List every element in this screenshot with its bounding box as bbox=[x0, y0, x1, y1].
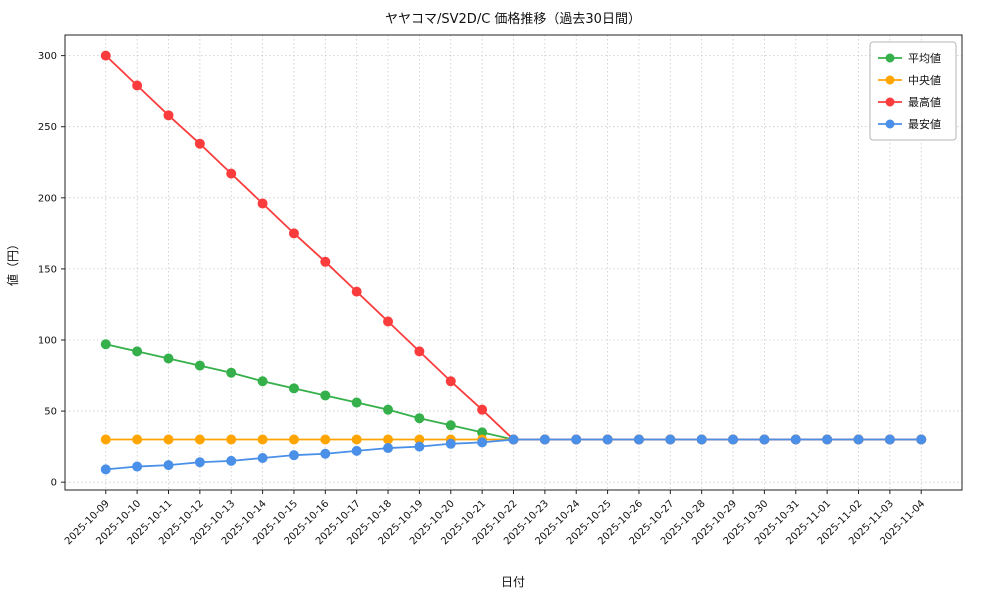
legend-marker bbox=[885, 53, 895, 63]
legend-marker bbox=[885, 119, 895, 129]
data-point bbox=[916, 434, 927, 445]
data-point bbox=[790, 434, 801, 445]
data-point bbox=[226, 367, 237, 378]
data-point bbox=[445, 438, 456, 449]
data-point bbox=[383, 434, 394, 445]
data-point bbox=[414, 346, 425, 357]
data-point bbox=[351, 397, 362, 408]
grid bbox=[65, 35, 962, 490]
legend-marker bbox=[885, 75, 895, 85]
series-最安値 bbox=[100, 434, 927, 475]
data-point bbox=[100, 339, 111, 350]
data-point bbox=[163, 353, 174, 364]
data-point bbox=[320, 448, 331, 459]
legend-label: 中央値 bbox=[908, 74, 941, 87]
data-point bbox=[100, 464, 111, 475]
data-point bbox=[383, 404, 394, 415]
data-point bbox=[853, 434, 864, 445]
data-point bbox=[477, 437, 488, 448]
data-point bbox=[163, 110, 174, 121]
data-point bbox=[163, 434, 174, 445]
y-tick-label: 0 bbox=[51, 478, 57, 489]
data-point bbox=[351, 286, 362, 297]
legend-label: 最安値 bbox=[908, 117, 941, 131]
y-tick-label: 150 bbox=[38, 264, 57, 275]
data-point bbox=[288, 228, 299, 239]
legend-box bbox=[869, 41, 957, 141]
data-point bbox=[383, 443, 394, 454]
data-point bbox=[759, 434, 770, 445]
data-point bbox=[288, 434, 299, 445]
data-point bbox=[822, 434, 833, 445]
data-point bbox=[132, 434, 143, 445]
data-point bbox=[445, 376, 456, 387]
data-point bbox=[320, 390, 331, 401]
data-point bbox=[132, 346, 143, 357]
data-point bbox=[226, 434, 237, 445]
data-point bbox=[288, 450, 299, 461]
chart-title: ヤヤコマ/SV2D/C 価格推移（過去30日間） bbox=[385, 11, 641, 27]
data-point bbox=[539, 434, 550, 445]
data-point bbox=[477, 404, 488, 415]
data-point bbox=[100, 50, 111, 61]
data-point bbox=[320, 434, 331, 445]
data-point bbox=[132, 80, 143, 91]
legend-label: 最高値 bbox=[908, 95, 941, 109]
data-point bbox=[257, 376, 268, 387]
data-point bbox=[571, 434, 582, 445]
data-point bbox=[257, 434, 268, 445]
data-point bbox=[383, 316, 394, 327]
data-point bbox=[226, 168, 237, 179]
data-point bbox=[696, 434, 707, 445]
x-axis-label: 日付 bbox=[501, 575, 525, 589]
legend-item: 平均値 bbox=[878, 52, 941, 65]
data-point bbox=[351, 434, 362, 445]
data-point bbox=[257, 198, 268, 209]
data-point bbox=[194, 138, 205, 149]
data-point bbox=[508, 434, 519, 445]
series-layer bbox=[100, 50, 927, 475]
data-point bbox=[163, 460, 174, 471]
data-point bbox=[288, 383, 299, 394]
data-point bbox=[351, 445, 362, 456]
data-point bbox=[414, 413, 425, 424]
data-point bbox=[132, 461, 143, 472]
data-point bbox=[100, 434, 111, 445]
legend-marker bbox=[885, 97, 895, 107]
data-point bbox=[194, 434, 205, 445]
data-point bbox=[633, 434, 644, 445]
y-tick-label: 100 bbox=[38, 335, 57, 346]
data-point bbox=[194, 360, 205, 371]
data-point bbox=[728, 434, 739, 445]
y-axis-label: 値（円） bbox=[5, 238, 20, 286]
y-tick-label: 250 bbox=[38, 122, 57, 133]
legend-item: 中央値 bbox=[878, 74, 941, 87]
legend-label: 平均値 bbox=[908, 52, 941, 65]
legend-item: 最安値 bbox=[878, 117, 941, 131]
data-point bbox=[320, 256, 331, 267]
data-point bbox=[602, 434, 613, 445]
y-tick-label: 300 bbox=[38, 51, 57, 62]
data-point bbox=[194, 457, 205, 468]
data-point bbox=[665, 434, 676, 445]
y-tick-label: 200 bbox=[38, 193, 57, 204]
legend-item: 最高値 bbox=[878, 95, 941, 109]
data-point bbox=[884, 434, 895, 445]
y-tick-label: 50 bbox=[44, 407, 57, 418]
data-point bbox=[226, 455, 237, 466]
data-point bbox=[257, 453, 268, 464]
ticks-layer: 0501001502002503002025-10-092025-10-1020… bbox=[38, 51, 927, 547]
data-point bbox=[414, 441, 425, 452]
data-point bbox=[445, 420, 456, 431]
